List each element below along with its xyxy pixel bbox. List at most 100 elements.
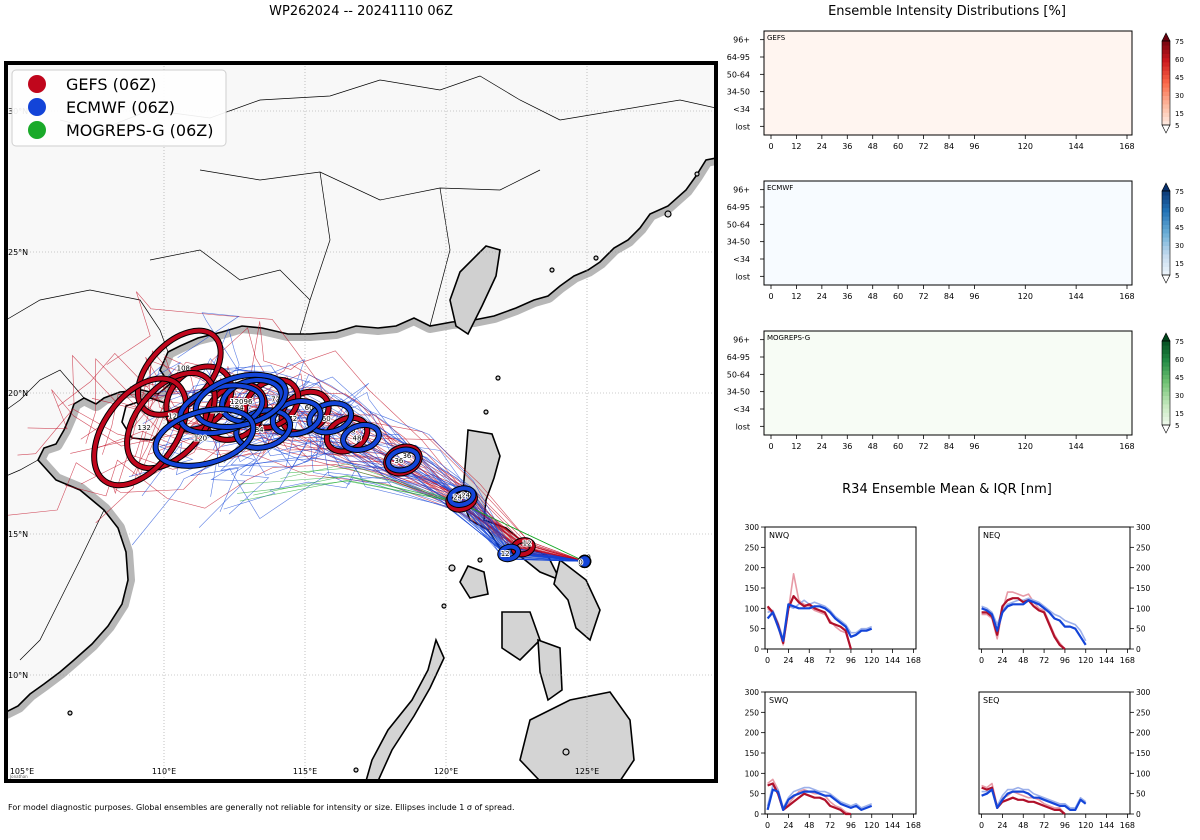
r34-series-line bbox=[981, 599, 1087, 646]
r34-x-label: 168 bbox=[1120, 656, 1135, 665]
watermark: Jonathan bbox=[9, 774, 28, 779]
land-mainland bbox=[6, 63, 716, 719]
colorbar-segment bbox=[1162, 45, 1170, 50]
colorbar-segment bbox=[1162, 220, 1170, 225]
lon-label: 115°E bbox=[293, 767, 317, 776]
samar-island bbox=[553, 558, 601, 642]
colorbar-segment bbox=[1162, 357, 1170, 363]
spread-ellipse bbox=[341, 422, 381, 452]
colorbar-segment bbox=[1162, 420, 1170, 426]
member-track bbox=[223, 466, 585, 562]
colorbar-segment bbox=[1162, 91, 1170, 96]
r34-x-label: 96 bbox=[846, 821, 856, 830]
r34-y-label: 50 bbox=[749, 625, 759, 634]
colorbar-segment bbox=[1162, 374, 1170, 380]
r34-y-label: 150 bbox=[745, 584, 760, 593]
r34-x-label: 48 bbox=[1018, 656, 1028, 665]
colorbar-segment bbox=[1162, 70, 1170, 75]
r34-series-line bbox=[766, 788, 873, 811]
r34-x-label: 168 bbox=[1120, 821, 1135, 830]
colorbar-segment bbox=[1162, 216, 1170, 221]
r34-series-line bbox=[981, 786, 1087, 809]
colorbar-segment bbox=[1162, 258, 1170, 263]
colorbar-segment bbox=[1162, 195, 1170, 200]
colorbar-segment bbox=[1162, 62, 1170, 67]
panay-island bbox=[501, 611, 541, 662]
r34-x-label: 96 bbox=[1060, 821, 1070, 830]
r34-x-label: 0 bbox=[979, 821, 984, 830]
heatmap-row-label: lost bbox=[736, 422, 750, 431]
negros-cebu-islands bbox=[537, 638, 563, 702]
taiwan-island bbox=[449, 245, 501, 336]
r34-y-label: 250 bbox=[745, 708, 760, 717]
colorbar-segment bbox=[1162, 99, 1170, 105]
forecast-hour-label: 48 bbox=[353, 434, 362, 442]
colorbar-segment bbox=[1162, 108, 1170, 113]
colorbar-segment bbox=[1162, 41, 1170, 46]
r34-x-label: 0 bbox=[765, 656, 770, 665]
colorbar-segment bbox=[1162, 366, 1170, 371]
heatmap-hour-label: 72 bbox=[918, 292, 928, 301]
colorbar-segment bbox=[1162, 199, 1170, 204]
r34-title: R34 Ensemble Mean & IQR [nm] bbox=[842, 482, 1052, 497]
heatmap-hour-label: 36 bbox=[842, 142, 852, 151]
r34-y-label: 250 bbox=[1136, 708, 1151, 717]
colorbar-segment bbox=[1162, 57, 1170, 63]
r34-x-label: 72 bbox=[825, 656, 835, 665]
heatmap-hour-label: 96 bbox=[969, 442, 979, 451]
legend-label: GEFS (06Z) bbox=[66, 75, 156, 94]
r34-series-line bbox=[766, 603, 873, 642]
colorbar-segment bbox=[1162, 362, 1170, 367]
colorbar-segment bbox=[1162, 262, 1170, 267]
r34-y-label: 300 bbox=[745, 523, 760, 532]
lat-label: 20°N bbox=[8, 389, 28, 398]
forecast-hour-label: 36 bbox=[402, 452, 411, 460]
heatmap-row-label: 96+ bbox=[733, 336, 750, 345]
colorbar-segment bbox=[1162, 66, 1170, 71]
colorbar-extend-bottom bbox=[1161, 274, 1171, 284]
mindanao-island bbox=[519, 691, 635, 781]
member-track bbox=[190, 445, 585, 562]
heatmap-background bbox=[764, 181, 1132, 285]
heatmap-hour-label: 60 bbox=[893, 142, 903, 151]
colorbar-segment bbox=[1162, 120, 1170, 126]
mogreps-heatmap: 96+ 64-95 50-64 34-50 <34 lost MOGREPS-G 0 12 24 3… bbox=[727, 330, 1184, 451]
lat-label: 15°N bbox=[8, 530, 28, 539]
r34-x-label: 72 bbox=[1039, 656, 1049, 665]
forecast-hour-label: 72 bbox=[288, 415, 297, 423]
heatmap-frame bbox=[763, 180, 1133, 286]
heatmap-hour-label: 12 bbox=[791, 142, 801, 151]
heatmap-hour-label: 60 bbox=[893, 442, 903, 451]
colorbar-label: 75 bbox=[1175, 38, 1184, 46]
r34-x-label: 120 bbox=[1078, 821, 1093, 830]
spread-ellipse bbox=[92, 376, 189, 488]
colorbar-extend-top bbox=[1161, 332, 1171, 342]
forecast-hour-label: 12 bbox=[523, 539, 532, 547]
colorbar-segment bbox=[1162, 104, 1170, 109]
heatmap-hour-label: 72 bbox=[918, 142, 928, 151]
r34-x-label: 72 bbox=[1039, 821, 1049, 830]
colorbar-label: 5 bbox=[1175, 122, 1179, 130]
r34-y-label: 100 bbox=[1136, 604, 1151, 613]
r34-x-label: 144 bbox=[885, 821, 900, 830]
forecast-hour-label: 120 bbox=[230, 398, 243, 406]
heatmap-row-label: <34 bbox=[733, 405, 750, 414]
colorbar-segment bbox=[1162, 53, 1170, 59]
lon-label: 125°E bbox=[575, 767, 599, 776]
legend-ecmwf-marker bbox=[28, 98, 46, 116]
lat-label: 10°N bbox=[8, 671, 28, 680]
colorbar-segment bbox=[1162, 78, 1170, 84]
heatmap-background bbox=[764, 31, 1132, 135]
spread-ellipse bbox=[153, 407, 256, 468]
colorbar-frame bbox=[1161, 340, 1171, 426]
heatmap-row-label: 50-64 bbox=[727, 370, 750, 379]
colorbar-label: 75 bbox=[1175, 338, 1184, 346]
spread-ellipse bbox=[270, 399, 323, 437]
colorbar-segment bbox=[1162, 408, 1170, 413]
mean-track-ellipses: 0122436486072849610812013201224364860728… bbox=[91, 327, 592, 569]
r34-y-label: 150 bbox=[1136, 749, 1151, 758]
r34-panel-title: NEQ bbox=[983, 531, 1000, 540]
colorbar-segment bbox=[1162, 378, 1170, 384]
forecast-hour-label: 96 bbox=[244, 398, 253, 406]
